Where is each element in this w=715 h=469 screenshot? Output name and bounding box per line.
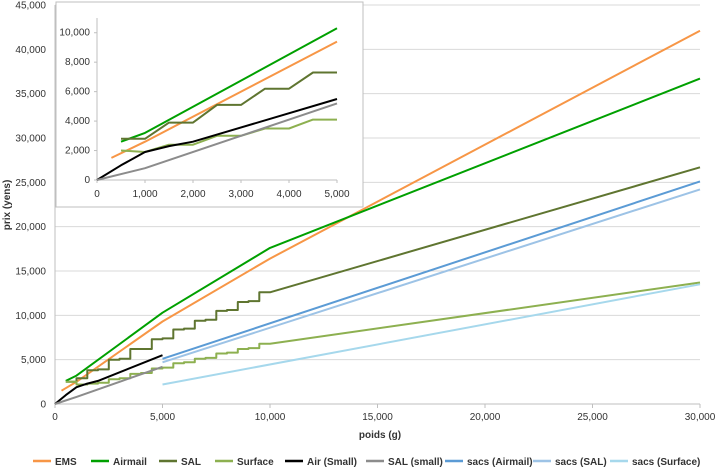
legend-label: sacs (Airmail) [467,457,533,468]
inset-x-tick-label: 4,000 [276,189,301,200]
y-tick-label: 25,000 [15,178,46,189]
x-tick-label: 0 [52,412,58,423]
legend-item-sal-small: SAL (small) [366,457,443,468]
x-tick-label: 5,000 [150,412,175,423]
inset-x-tick-label: 0 [94,189,100,200]
inset-y-tick-label: 10,000 [59,28,90,39]
inset-chart: 0 2,000 4,000 6,000 8,000 10,000 0 1,000 2,000 3… [55,1,364,208]
y-tick-label: 45,000 [15,1,46,12]
inset-series-line-ems [110,40,338,159]
main-y-tick-labels: 0 5,000 10,000 15,000 20,000 25,000 30,000 35,0… [15,1,46,411]
series-line-sacs-surface [162,283,701,386]
y-tick-label: 35,000 [15,89,46,100]
y-tick-label: 5,000 [21,355,46,366]
inset-axes [94,18,338,183]
y-tick-label: 0 [40,400,46,411]
inset-y-tick-labels: 0 2,000 4,000 6,000 8,000 10,000 [59,28,90,186]
inset-y-tick-label: 8,000 [65,57,90,68]
x-tick-label: 10,000 [255,412,286,423]
legend-label: Surface [237,457,274,468]
y-tick-label: 15,000 [15,267,46,278]
inset-y-tick-label: 4,000 [65,116,90,127]
inset-series-lines [96,27,338,181]
series-line-airmail [65,77,701,382]
legend-item-airmail: Airmail [91,457,147,468]
inset-y-tick-label: 0 [84,175,90,186]
x-tick-label: 25,000 [577,412,608,423]
series-line-sacs-airmail [162,180,701,360]
main-x-tick-labels: 0 5,000 10,000 15,000 20,000 25,000 30,000 [52,412,715,423]
series-line-surface [65,281,701,386]
legend-item-sal: SAL [159,457,201,468]
legend-item-air-small: Air (Small) [285,457,357,468]
legend-item-sacs-surface: sacs (Surface) [610,457,700,468]
legend-label: sacs (SAL) [555,457,607,468]
inset-x-tick-label: 2,000 [180,189,205,200]
series-line-sal [65,166,701,383]
main-axes [54,5,701,408]
inset-y-tick-label: 2,000 [65,146,90,157]
inset-x-tick-labels: 0 1,000 2,000 3,000 4,000 5,000 [94,189,350,200]
legend-label: SAL (small) [388,457,443,468]
series-line-sacs-sal [162,188,701,364]
inset-series-line-sal [121,71,337,140]
legend-label: SAL [181,457,201,468]
x-tick-label: 15,000 [362,412,393,423]
x-axis-title: poids (g) [359,430,401,441]
series-line-air-small [54,354,163,405]
legend-item-ems: EMS [33,457,77,468]
legend-label: sacs (Surface) [632,457,700,468]
legend-item-surface: Surface [215,457,274,468]
y-tick-label: 10,000 [15,311,46,322]
series-line-sal-small [54,365,163,405]
y-tick-label: 20,000 [15,222,46,233]
legend-label: EMS [55,457,77,468]
legend: EMS Airmail SAL Surface Air (Small) SAL (smal… [33,457,700,468]
inset-x-tick-label: 5,000 [324,189,349,200]
legend-item-sacs-sal: sacs (SAL) [533,457,607,468]
x-tick-label: 20,000 [470,412,501,423]
y-tick-label: 30,000 [15,134,46,145]
inset-x-tick-label: 1,000 [132,189,157,200]
inset-x-tick-label: 3,000 [228,189,253,200]
legend-label: Air (Small) [307,457,357,468]
inset-series-line-sal-small [96,102,338,181]
legend-item-sacs-airmail: sacs (Airmail) [445,457,533,468]
main-series-lines [54,29,701,405]
y-axis-title: prix (yens) [2,180,13,231]
series-line-ems [60,29,701,392]
y-tick-label: 40,000 [15,45,46,56]
inset-series-line-air-small [96,98,338,181]
legend-label: Airmail [113,457,147,468]
x-tick-label: 30,000 [685,412,715,423]
inset-y-tick-label: 6,000 [65,87,90,98]
